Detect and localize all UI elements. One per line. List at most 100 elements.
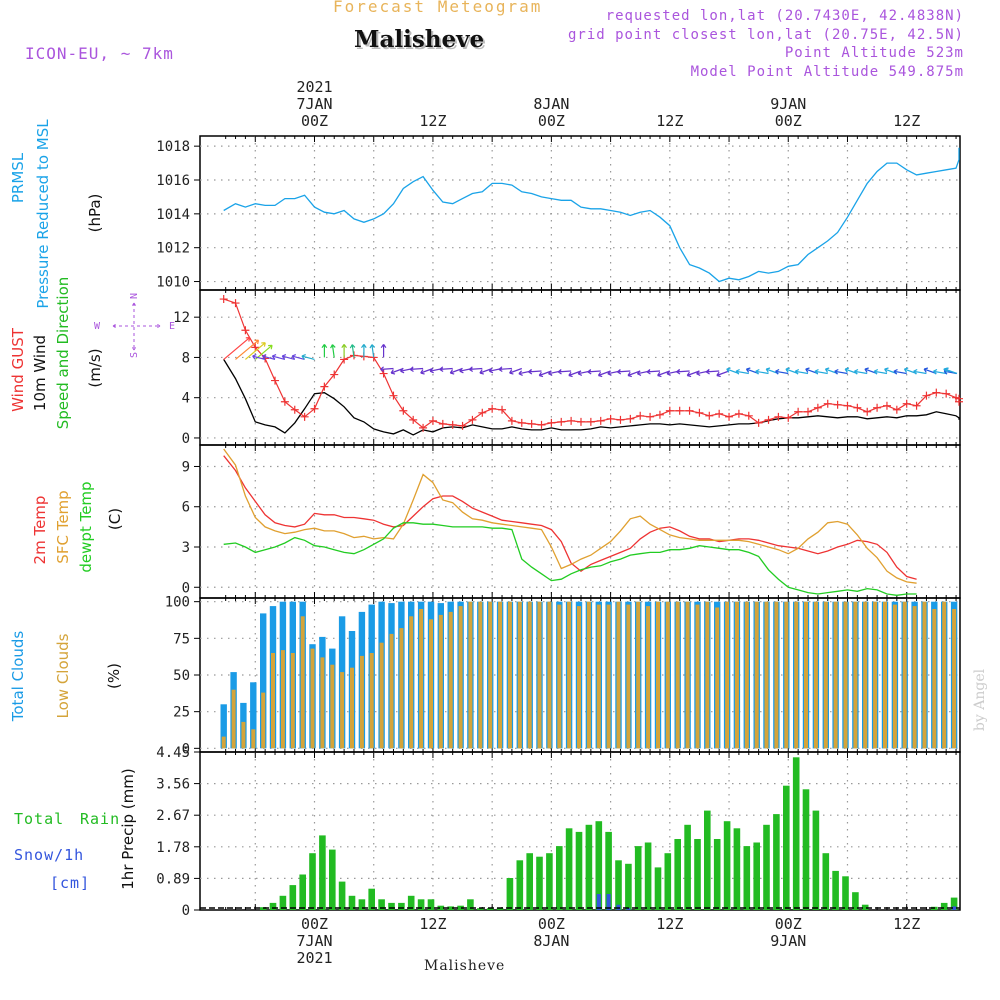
rain-bar xyxy=(289,885,297,910)
gust-marker xyxy=(784,413,793,422)
y-tick-label: 1012 xyxy=(156,241,190,257)
compass-e: E xyxy=(169,321,175,332)
wind-direction-arrow xyxy=(735,368,749,375)
rain-bar xyxy=(595,821,603,910)
rain-bar xyxy=(763,824,770,910)
footer-location: Malisheve xyxy=(424,958,506,974)
gust-marker xyxy=(955,397,963,406)
wind-direction-arrow xyxy=(893,368,907,375)
wind-direction-arrow xyxy=(794,368,809,375)
wind-label: 10m Wind xyxy=(31,335,49,411)
gust-marker xyxy=(438,419,447,428)
gust-marker xyxy=(310,404,319,413)
wind-direction-arrow xyxy=(380,344,387,358)
low-clouds-bar xyxy=(813,601,818,749)
gust-marker xyxy=(873,403,882,412)
y-tick-label: 3 xyxy=(182,540,190,556)
wind-direction-arrow xyxy=(380,366,394,373)
y-tick-label: 1014 xyxy=(156,207,190,223)
wind-direction-arrow xyxy=(716,370,730,378)
low-clouds-bar xyxy=(606,604,611,749)
gust-marker xyxy=(804,407,812,416)
requested-coords: requested lon,lat (20.7430E, 42.4838N) xyxy=(605,8,964,24)
rain-bar xyxy=(575,831,583,910)
rain-bar xyxy=(457,905,464,910)
gust-marker xyxy=(715,409,724,418)
pressure-line xyxy=(223,147,960,283)
low-clouds-bar xyxy=(804,601,808,749)
total-clouds-bar xyxy=(250,682,257,749)
rain-bar xyxy=(398,902,405,910)
y-tick-label: 4.45 xyxy=(156,745,190,761)
rain-bar xyxy=(496,908,504,910)
wind-direction-arrow xyxy=(932,368,947,375)
gust-marker xyxy=(488,404,497,413)
watermark: by Angel xyxy=(972,668,988,731)
gust-marker xyxy=(616,415,625,424)
low-clouds-bar xyxy=(389,633,394,749)
wind-direction-arrow xyxy=(755,368,769,375)
wind-direction-arrow xyxy=(291,354,305,360)
rain-bar xyxy=(940,902,948,910)
low-clouds-bar xyxy=(517,601,522,749)
y-tick-label: 8 xyxy=(182,350,190,366)
compass-n: N xyxy=(129,293,140,299)
low-clouds-bar xyxy=(952,609,957,749)
rain-bar xyxy=(723,821,731,910)
low-clouds-bar xyxy=(379,642,384,749)
rain-bar xyxy=(812,810,820,910)
low-clouds-bar xyxy=(646,606,651,749)
gust-marker xyxy=(863,407,872,416)
top-time-label: 00Z xyxy=(538,112,565,130)
low-clouds-bar xyxy=(744,601,749,749)
wind-direction-arrow xyxy=(509,367,523,375)
low-clouds-bar xyxy=(340,672,345,749)
wind-direction-label: Speed and Direction xyxy=(54,277,72,430)
gust-marker xyxy=(764,415,773,424)
low-clouds-bar xyxy=(843,601,848,749)
temp-sfc-label: SFC Temp xyxy=(54,490,72,563)
gust-marker xyxy=(458,421,467,430)
top-time-label: 9JAN xyxy=(770,95,806,113)
top-time-label: 8JAN xyxy=(533,95,569,113)
gust-marker xyxy=(922,391,931,400)
rain-bar xyxy=(565,828,573,910)
low-clouds-bar xyxy=(567,601,572,749)
low-clouds-bar xyxy=(409,616,414,749)
y-tick-label: 0.89 xyxy=(156,871,190,887)
wind-direction-arrow xyxy=(775,368,789,375)
low-clouds-bar xyxy=(271,653,275,749)
rain-bar xyxy=(536,856,543,910)
temp-dewpt-line xyxy=(223,522,917,596)
low-clouds-bar xyxy=(507,601,512,749)
gust-marker xyxy=(507,416,516,425)
gust-marker xyxy=(271,376,280,385)
y-tick-label: 3.56 xyxy=(156,777,190,793)
gust-marker xyxy=(399,406,408,415)
top-time-label: 00Z xyxy=(301,112,328,130)
low-clouds-bar xyxy=(350,667,354,749)
y-tick-label: 0 xyxy=(182,580,190,596)
low-clouds-bar xyxy=(399,628,404,749)
rain-bar xyxy=(437,905,445,910)
bottom-time-label: 2021 xyxy=(296,949,332,967)
snow-label: Snow/1h xyxy=(14,846,84,864)
wind-direction-arrow xyxy=(627,370,641,378)
low-clouds-bar xyxy=(586,601,591,749)
gust-marker xyxy=(665,406,674,415)
wind-direction-arrow xyxy=(568,370,582,378)
snow-bar xyxy=(606,894,611,910)
clouds-unit-label: (%) xyxy=(105,663,123,689)
low-clouds-bar xyxy=(764,601,769,749)
y-tick-label: 1018 xyxy=(156,139,190,155)
low-clouds-bar xyxy=(369,653,374,749)
wind-direction-arrow xyxy=(538,370,552,378)
low-clouds-bar xyxy=(290,653,295,749)
gust-marker xyxy=(527,419,536,428)
low-clouds-bar xyxy=(527,601,532,749)
low-clouds-bar xyxy=(488,601,493,749)
rain-bar xyxy=(950,897,958,910)
pressure-unit-label: (hPa) xyxy=(86,194,104,233)
wind-direction-arrow xyxy=(223,337,251,360)
gust-marker xyxy=(833,400,842,409)
